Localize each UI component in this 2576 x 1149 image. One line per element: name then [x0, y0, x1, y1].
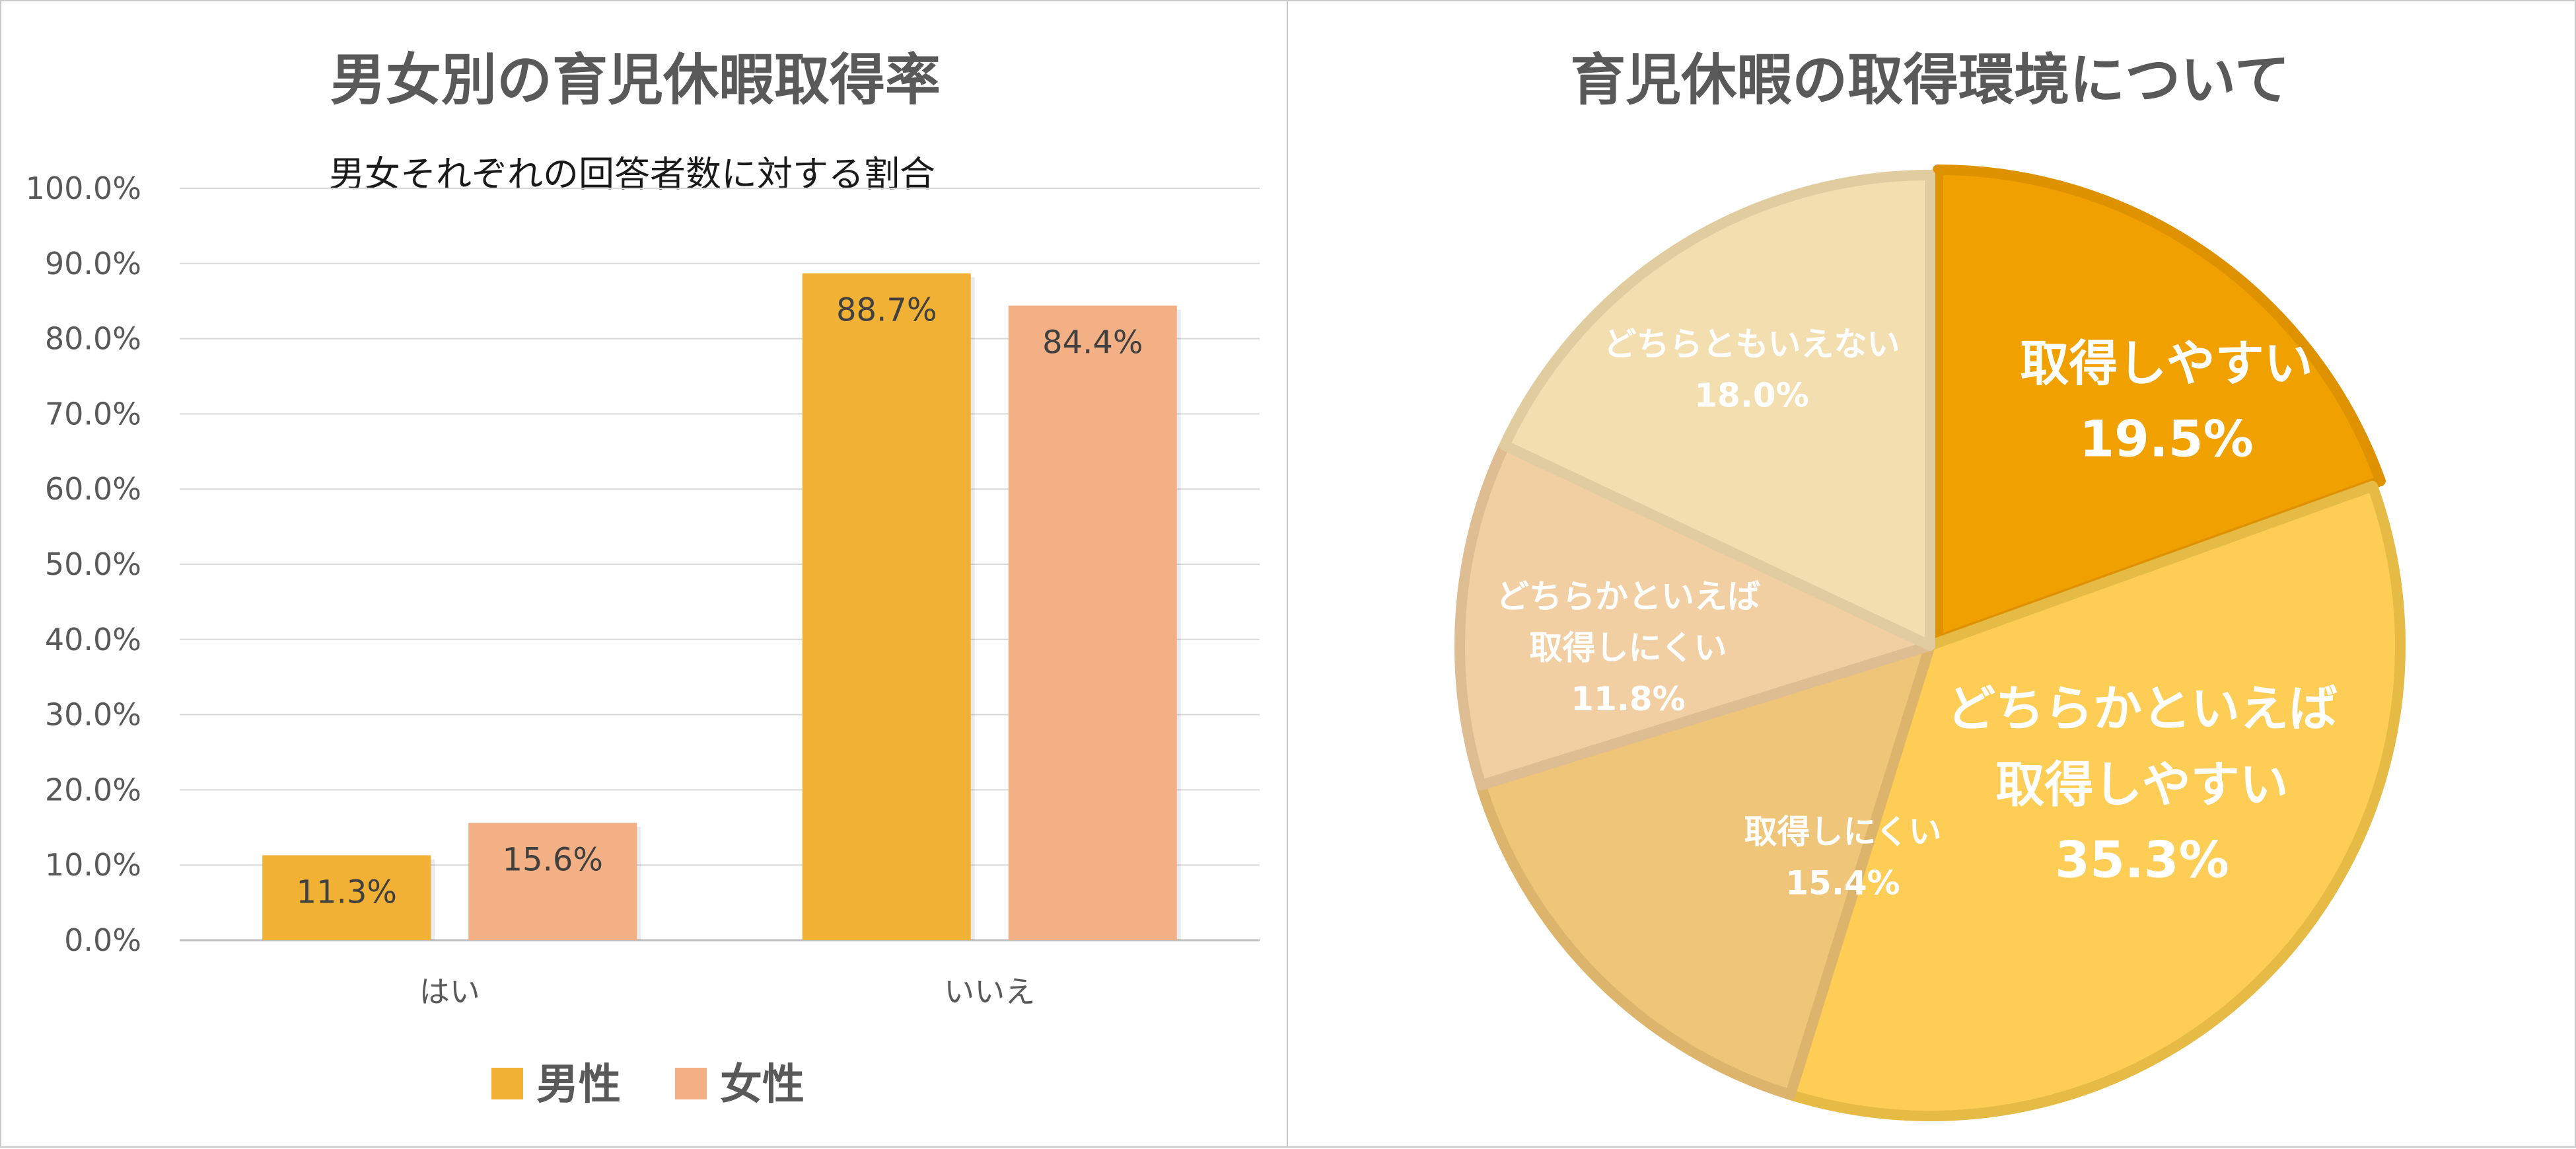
pie-slice	[1499, 170, 1935, 651]
pie-slice-label: 15.4%	[1785, 864, 1900, 902]
pie-slice-label: 35.3%	[2055, 831, 2229, 889]
pie-slice	[1454, 439, 1935, 791]
y-tick-label: 40.0%	[45, 622, 141, 657]
pie-slice-label: どちらかといえば	[1947, 681, 2338, 737]
legend: 男性 女性	[491, 1060, 805, 1109]
y-tick-label: 0.0%	[64, 922, 141, 958]
bar	[802, 273, 971, 940]
bars: 11.3% 15.6% 88.7% 84.4%	[262, 273, 1181, 940]
pie-slice-label: 19.5%	[2079, 409, 2254, 468]
bar	[262, 855, 431, 940]
y-axis-ticks: 0.0% 10.0% 20.0% 30.0% 40.0% 50.0% 60.0% 70.0% 8…	[26, 170, 141, 958]
y-tick-label: 50.0%	[45, 546, 141, 582]
y-tick-label: 80.0%	[45, 321, 141, 357]
pie-slice-label: 取得しやすい	[1995, 757, 2288, 813]
y-tick-label: 70.0%	[45, 396, 141, 431]
y-tick-label: 10.0%	[45, 847, 141, 883]
y-tick-label: 60.0%	[45, 471, 141, 507]
pie-slice-label: 取得しにくい	[1530, 629, 1727, 667]
legend-swatch	[675, 1068, 707, 1099]
bar-data-label: 11.3%	[297, 873, 397, 910]
pie-slice-label: どちらともいえない	[1604, 325, 1900, 363]
bar-chart-title: 男女別の育児休暇取得率	[330, 48, 941, 112]
pie-slices	[1454, 165, 2406, 1121]
x-category-label: はい	[419, 974, 480, 1010]
bar-data-label: 88.7%	[836, 292, 937, 329]
pie-slice	[1933, 165, 2386, 646]
y-tick-label: 100.0%	[26, 170, 141, 206]
x-category-label: いいえ	[944, 974, 1035, 1010]
pie-chart: 育児休暇の取得環境について 取得しやすい19.5%どちらかといえば取得しやすい3…	[1454, 48, 2406, 1121]
x-axis-categories: はい いいえ	[419, 974, 1036, 1010]
bar	[1008, 305, 1177, 940]
pie-labels: 取得しやすい19.5%どちらかといえば取得しやすい35.3%取得しにくい15.4…	[1496, 325, 2338, 903]
pie-slice-label: 18.0%	[1694, 376, 1808, 414]
legend-label: 男性	[536, 1060, 621, 1109]
y-tick-label: 20.0%	[45, 772, 141, 807]
legend-label: 女性	[720, 1060, 805, 1109]
bar-chart: 男女別の育児休暇取得率 男女それぞれの回答者数に対する割合 0.0%10.0%2…	[26, 48, 1260, 1109]
bar-chart-panel: 男女別の育児休暇取得率 男女それぞれの回答者数に対する割合 0.0% 10.0% 2…	[0, 0, 1288, 1148]
y-tick-label: 90.0%	[45, 246, 141, 281]
pie-chart-panel: 育児休暇の取得環境について 取得しやすい 19.5% どちらかといえば 取得しやすい 3…	[1287, 0, 2576, 1148]
pie-slice-label: どちらかといえば	[1496, 577, 1760, 616]
pie-slice-label: 取得しやすい	[2020, 336, 2312, 392]
pie-slice	[1476, 640, 1935, 1100]
pie-chart-title: 育児休暇の取得環境について	[1570, 48, 2289, 112]
y-tick-label: 30.0%	[45, 697, 141, 733]
bar-data-label: 15.6%	[503, 841, 603, 878]
pie-slice	[1785, 480, 2406, 1121]
pie-slice-label: 11.8%	[1571, 680, 1685, 718]
legend-swatch	[491, 1068, 523, 1099]
pie-slice-label: 取得しにくい	[1744, 813, 1942, 851]
gridlines	[180, 188, 1260, 942]
bar	[468, 823, 637, 940]
bar-data-label: 84.4%	[1042, 324, 1143, 361]
